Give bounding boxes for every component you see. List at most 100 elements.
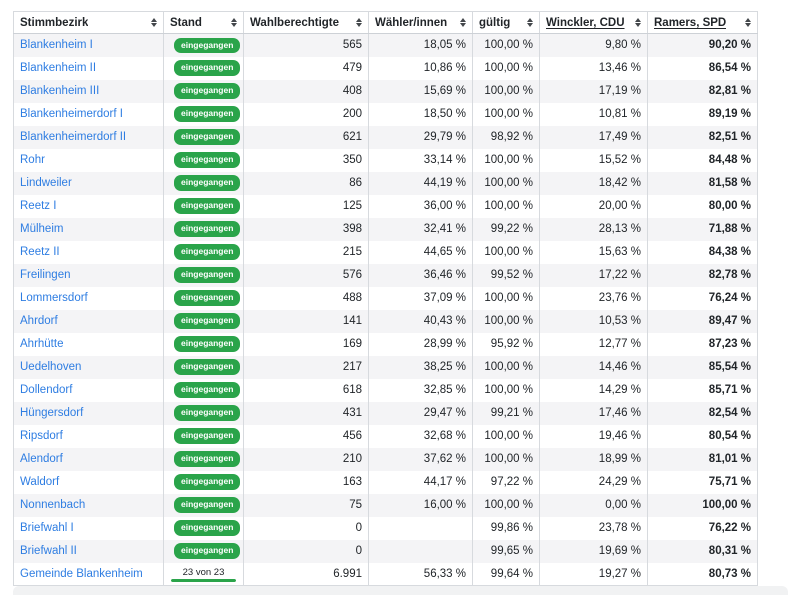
table-row: Hüngersdorf eingegangen 431 29,47 % 99,2… [13, 401, 758, 425]
turnout-cell: 15,69 % [368, 79, 473, 103]
status-cell: eingegangen [163, 171, 244, 195]
district-link[interactable]: Reetz I [20, 200, 57, 212]
valid-cell: 99,52 % [472, 263, 540, 287]
valid-cell: 95,92 % [472, 332, 540, 356]
turnout-cell: 16,00 % [368, 493, 473, 517]
column-header-label: Wähler/innen [375, 16, 448, 29]
district-link[interactable]: Lommersdorf [20, 292, 88, 304]
turnout-cell: 40,43 % [368, 309, 473, 333]
ramers-spd-cell: 81,01 % [647, 447, 758, 471]
district-link[interactable]: Lindweiler [20, 177, 72, 189]
ramers-spd-cell: 76,24 % [647, 286, 758, 310]
table-row: Ahrhütte eingegangen 169 28,99 % 95,92 %… [13, 332, 758, 356]
valid-cell: 97,22 % [472, 470, 540, 494]
district-link[interactable]: Ripsdorf [20, 430, 63, 442]
status-cell: eingegangen [163, 286, 244, 310]
column-header-waehler[interactable]: Wähler/innen [368, 11, 473, 34]
sort-icon[interactable] [231, 18, 237, 27]
column-header-winckler[interactable]: Winckler, CDU [539, 11, 648, 34]
winckler-cdu-cell: 14,46 % [539, 355, 648, 379]
district-cell: Waldorf [13, 470, 164, 494]
winckler-cdu-cell: 13,46 % [539, 56, 648, 80]
election-results-table: Stimmbezirk Stand Wahlberechtigte Wähler… [13, 11, 758, 586]
district-cell: Blankenheimerdorf II [13, 125, 164, 149]
district-link[interactable]: Uedelhoven [20, 361, 82, 373]
district-link[interactable]: Briefwahl II [20, 545, 77, 557]
district-link[interactable]: Nonnenbach [20, 499, 86, 511]
status-badge: eingegangen [174, 60, 241, 76]
status-cell: eingegangen [163, 79, 244, 103]
sort-icon[interactable] [356, 18, 362, 27]
valid-cell: 99,86 % [472, 516, 540, 540]
column-header-stand[interactable]: Stand [163, 11, 244, 34]
sort-icon[interactable] [527, 18, 533, 27]
ramers-spd-cell: 82,54 % [647, 401, 758, 425]
table-row: Ripsdorf eingegangen 456 32,68 % 100,00 … [13, 424, 758, 448]
eligible-voters-cell: 576 [243, 263, 369, 287]
district-link[interactable]: Blankenheimerdorf II [20, 131, 127, 143]
eligible-voters-cell: 200 [243, 102, 369, 126]
valid-cell: 100,00 % [472, 56, 540, 80]
turnout-cell: 33,14 % [368, 148, 473, 172]
eligible-voters-cell: 488 [243, 286, 369, 310]
district-link[interactable]: Hüngersdorf [20, 407, 84, 419]
sort-icon[interactable] [745, 18, 751, 27]
total-row: Gemeinde Blankenheim 23 von 23 6.991 56,… [13, 562, 758, 586]
column-header-ramers[interactable]: Ramers, SPD [647, 11, 758, 34]
eligible-voters-cell: 408 [243, 79, 369, 103]
column-header-label: Stand [170, 16, 202, 29]
column-header-wahlberechtigte[interactable]: Wahlberechtigte [243, 11, 369, 34]
winckler-cdu-cell: 17,49 % [539, 125, 648, 149]
ramers-spd-cell: 86,54 % [647, 56, 758, 80]
district-link[interactable]: Briefwahl I [20, 522, 74, 534]
district-cell: Reetz I [13, 194, 164, 218]
status-badge: eingegangen [174, 106, 241, 122]
district-link[interactable]: Dollendorf [20, 384, 73, 396]
district-link[interactable]: Blankenheim III [20, 85, 100, 97]
winckler-cdu-cell: 9,80 % [539, 33, 648, 57]
district-link[interactable]: Mülheim [20, 223, 64, 235]
district-link[interactable]: Reetz II [20, 246, 60, 258]
district-link[interactable]: Freilingen [20, 269, 71, 281]
status-cell: eingegangen [163, 240, 244, 264]
district-link[interactable]: Ahrdorf [20, 315, 58, 327]
valid-cell: 100,00 % [472, 378, 540, 402]
district-link[interactable]: Rohr [20, 154, 45, 166]
district-link[interactable]: Waldorf [20, 476, 60, 488]
ramers-spd-cell: 90,20 % [647, 33, 758, 57]
column-header-label: Stimmbezirk [20, 16, 89, 29]
valid-cell: 99,22 % [472, 217, 540, 241]
status-cell: eingegangen [163, 125, 244, 149]
column-header-stimmbezirk[interactable]: Stimmbezirk [13, 11, 164, 34]
sort-icon[interactable] [460, 18, 466, 27]
status-badge: eingegangen [174, 405, 241, 421]
sort-icon[interactable] [151, 18, 157, 27]
status-cell: eingegangen [163, 309, 244, 333]
winckler-cdu-cell: 18,99 % [539, 447, 648, 471]
district-link[interactable]: Blankenheim II [20, 62, 97, 74]
ramers-spd-cell: 80,31 % [647, 539, 758, 563]
turnout-cell: 32,68 % [368, 424, 473, 448]
district-link[interactable]: Ahrhütte [20, 338, 64, 350]
column-header-gueltig[interactable]: gültig [472, 11, 540, 34]
valid-cell: 100,00 % [472, 79, 540, 103]
district-link[interactable]: Blankenheim I [20, 39, 93, 52]
valid-cell: 99,65 % [472, 539, 540, 563]
turnout-cell: 37,62 % [368, 447, 473, 471]
ramers-spd-cell: 82,81 % [647, 79, 758, 103]
winckler-cdu-cell: 10,81 % [539, 102, 648, 126]
valid-cell: 100,00 % [472, 355, 540, 379]
turnout-cell: 44,19 % [368, 171, 473, 195]
eligible-voters-cell: 125 [243, 194, 369, 218]
turnout-cell: 56,33 % [368, 562, 473, 586]
status-badge: eingegangen [174, 497, 241, 513]
turnout-cell: 36,00 % [368, 194, 473, 218]
sort-icon[interactable] [635, 18, 641, 27]
progress-label: 23 von 23 [182, 567, 225, 579]
district-link[interactable]: Blankenheimerdorf I [20, 108, 123, 120]
valid-cell: 100,00 % [472, 424, 540, 448]
status-badge: eingegangen [174, 198, 241, 214]
municipality-link[interactable]: Gemeinde Blankenheim [20, 567, 143, 580]
table-row: Lommersdorf eingegangen 488 37,09 % 100,… [13, 286, 758, 310]
district-link[interactable]: Alendorf [20, 453, 63, 465]
